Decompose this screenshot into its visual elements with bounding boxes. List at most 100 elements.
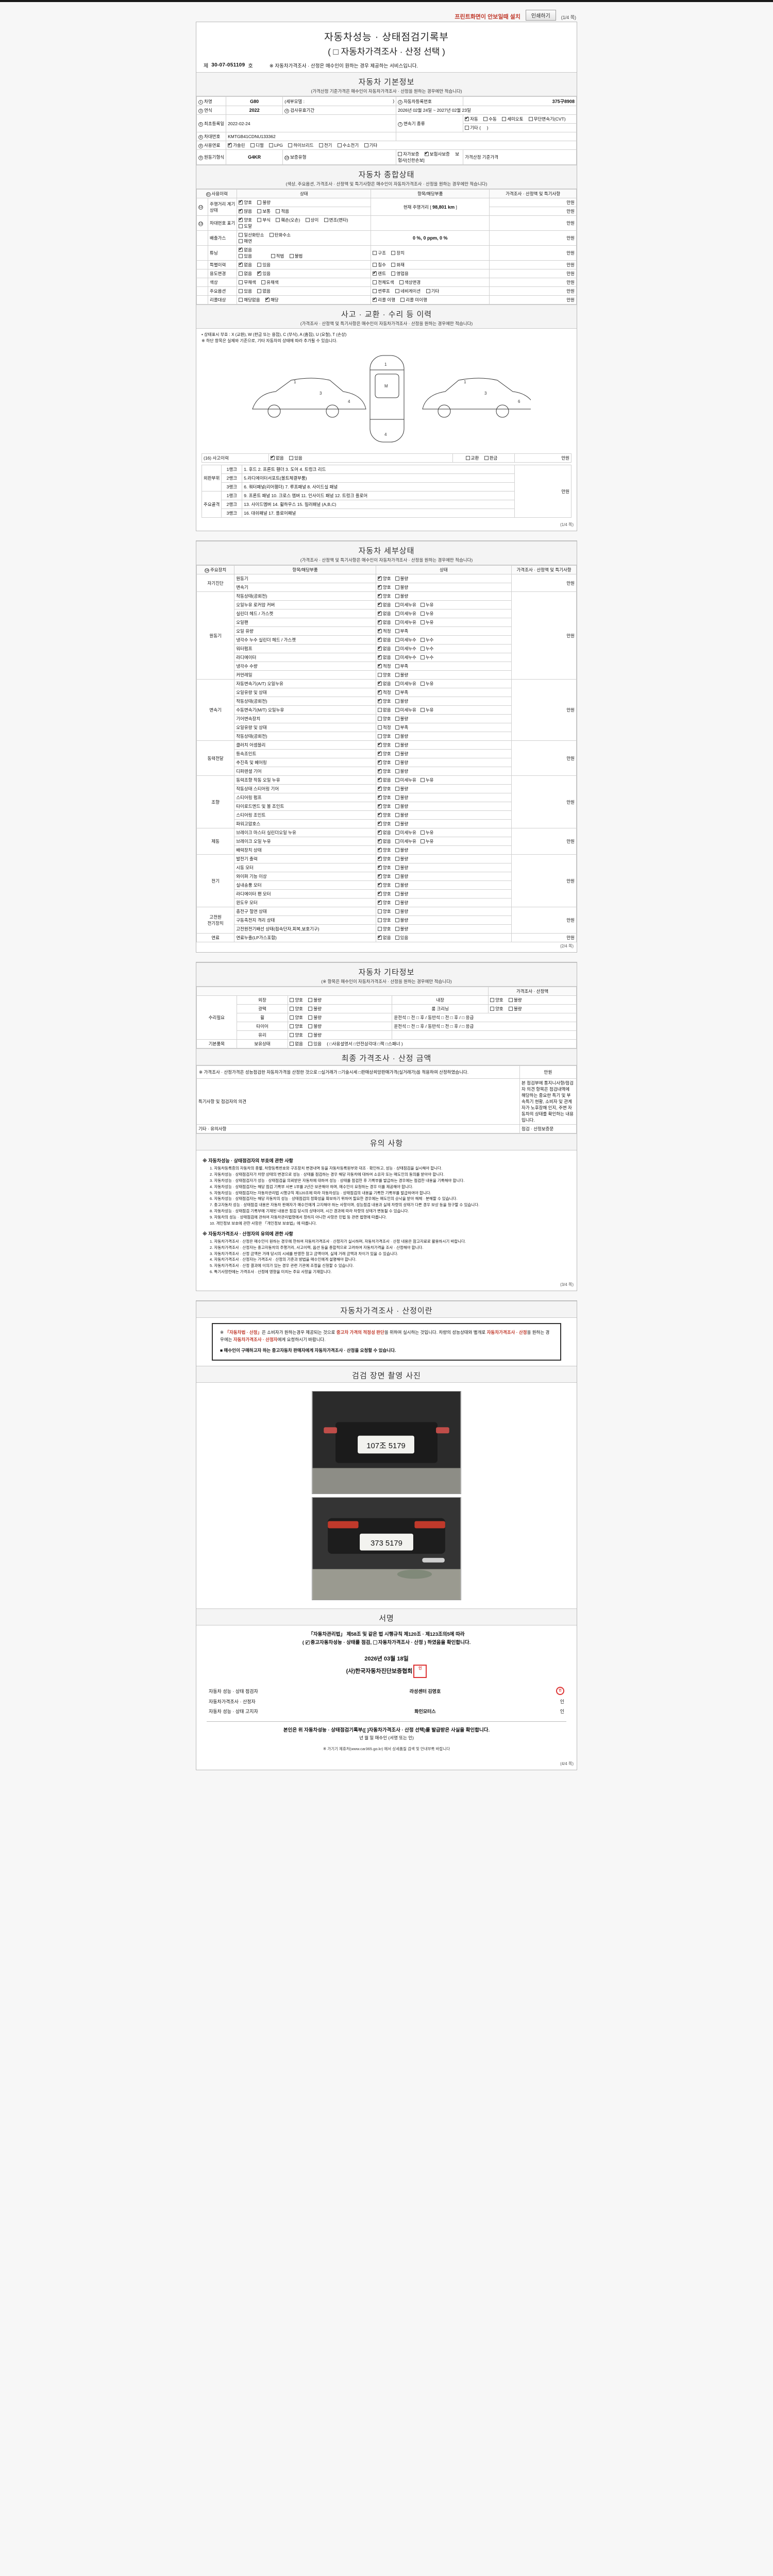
checkbox-icon[interactable] — [395, 769, 399, 773]
checkbox-icon[interactable] — [395, 612, 399, 616]
detail-option-미세누유[interactable]: 미세누유 — [395, 619, 416, 625]
checkbox-icon[interactable] — [239, 233, 243, 237]
detail-option-양호[interactable]: 양호 — [377, 917, 391, 923]
checkbox-icon[interactable] — [395, 839, 399, 843]
checkbox-icon[interactable] — [373, 1640, 377, 1645]
recall-done[interactable]: 리콜 이행 — [373, 296, 395, 303]
detail-option-양호[interactable]: 양호 — [377, 672, 391, 678]
detail-option-양호[interactable]: 양호 — [377, 908, 391, 914]
fuel-option-hybrid[interactable]: 하이브리드 — [288, 142, 313, 148]
checkbox-icon[interactable] — [508, 998, 513, 1002]
fuel-option-other[interactable]: 기타 — [364, 142, 377, 148]
checkbox-icon[interactable] — [276, 209, 280, 213]
checkbox-icon[interactable] — [377, 864, 382, 870]
checkbox-icon[interactable] — [377, 619, 382, 624]
checkbox-icon[interactable] — [377, 725, 382, 730]
checkbox-icon[interactable] — [391, 272, 396, 276]
checkbox-icon[interactable] — [420, 778, 425, 782]
wheel-positions[interactable]: 운전석 □ 전 □ 후 / 동반석 □ 전 □ 후 / □ 응급 — [392, 1013, 577, 1022]
checkbox-icon[interactable] — [377, 680, 382, 686]
checkbox-icon[interactable] — [490, 1007, 494, 1011]
warranty-option-self[interactable]: 자가보증 — [398, 151, 419, 157]
detail-option-없음[interactable]: 없음 — [377, 829, 391, 836]
checkbox-icon[interactable] — [395, 647, 399, 651]
detail-option-없음[interactable]: 없음 — [377, 838, 391, 844]
checkbox-icon[interactable] — [373, 270, 377, 276]
special-yes[interactable]: 있음 — [257, 262, 271, 268]
detail-option-불량[interactable]: 불량 — [395, 882, 408, 888]
trans-option-cvt[interactable]: 무단변속기(CVT) — [528, 116, 566, 122]
detail-option-적정[interactable]: 적정 — [377, 628, 391, 634]
tire-positions[interactable]: 운전석 □ 전 □ 후 / 동반석 □ 전 □ 후 / □ 응급 — [392, 1022, 577, 1031]
checkbox-icon[interactable] — [373, 263, 377, 267]
detail-option-누유[interactable]: 누유 — [420, 602, 433, 608]
detail-option-불량[interactable]: 불량 — [395, 716, 408, 722]
usage-change-none[interactable]: 없음 — [239, 270, 252, 277]
detail-option-불량[interactable]: 불량 — [395, 759, 408, 766]
checkbox-icon[interactable] — [395, 682, 399, 686]
checkbox-icon[interactable] — [377, 698, 382, 703]
checkbox-icon[interactable] — [395, 795, 399, 800]
checkbox-icon[interactable] — [395, 734, 399, 738]
checkbox-icon[interactable] — [395, 804, 399, 808]
detail-option-없음[interactable]: 없음 — [377, 934, 391, 941]
checkbox-icon[interactable] — [373, 289, 377, 293]
checkbox-icon[interactable] — [395, 936, 399, 940]
detail-option-불량[interactable]: 불량 — [395, 698, 408, 704]
detail-option-양호[interactable]: 양호 — [377, 794, 391, 801]
detail-option-양호[interactable]: 양호 — [377, 768, 391, 774]
checkbox-icon[interactable] — [250, 143, 255, 147]
detail-option-양호[interactable]: 양호 — [377, 785, 391, 792]
checkbox-icon[interactable] — [261, 280, 266, 284]
checkbox-icon[interactable] — [377, 927, 382, 931]
fuel-option-gasoline[interactable]: 가솔린 — [228, 142, 245, 148]
detail-option-양호[interactable]: 양호 — [377, 864, 391, 871]
checkbox-icon[interactable] — [308, 1015, 313, 1020]
checkbox-icon[interactable] — [391, 251, 396, 255]
checkbox-icon[interactable] — [239, 239, 243, 243]
detail-option-양호[interactable]: 양호 — [377, 698, 391, 704]
fuel-option-electric[interactable]: 전기 — [318, 142, 332, 148]
detail-option-불량[interactable]: 불량 — [395, 672, 408, 678]
detail-option-불량[interactable]: 불량 — [395, 575, 408, 582]
special-fire[interactable]: 화재 — [391, 262, 405, 268]
checkbox-icon[interactable] — [395, 927, 399, 931]
checkbox-icon[interactable] — [483, 117, 488, 121]
detail-option-불량[interactable]: 불량 — [395, 812, 408, 818]
usage-rent[interactable]: 렌트 — [373, 270, 386, 277]
checkbox-icon[interactable] — [377, 838, 382, 843]
detail-option-양호[interactable]: 양호 — [377, 592, 391, 599]
usage-business[interactable]: 영업용 — [391, 270, 409, 277]
emis-smoke[interactable]: 매연 — [239, 238, 252, 244]
checkbox-icon[interactable] — [395, 673, 399, 677]
checkbox-icon[interactable] — [257, 209, 262, 213]
checkbox-icon[interactable] — [395, 857, 399, 861]
checkbox-icon[interactable] — [395, 638, 399, 642]
trans-option-auto[interactable]: 자동 — [465, 115, 478, 122]
special-none[interactable]: 없음 — [239, 261, 252, 268]
checkbox-icon[interactable] — [305, 1639, 310, 1647]
checkbox-icon[interactable] — [377, 776, 382, 782]
option-other[interactable]: 기타 — [426, 288, 439, 294]
checkbox-icon[interactable] — [377, 855, 382, 861]
detail-option-미세누유[interactable]: 미세누유 — [395, 611, 416, 617]
odo-state-bad[interactable]: 불량 — [257, 199, 271, 206]
checkbox-icon[interactable] — [400, 298, 405, 302]
detail-option-없음[interactable]: 없음 — [377, 601, 391, 608]
checkbox-icon[interactable] — [424, 150, 429, 156]
checkbox-icon[interactable] — [373, 280, 377, 284]
detail-option-양호[interactable]: 양호 — [377, 890, 391, 897]
checkbox-icon[interactable] — [377, 689, 382, 694]
checkbox-icon[interactable] — [395, 883, 399, 887]
checkbox-icon[interactable] — [377, 829, 382, 835]
detail-option-불량[interactable]: 불량 — [395, 751, 408, 757]
checkbox-icon[interactable] — [288, 143, 293, 147]
checkbox-icon[interactable] — [395, 822, 399, 826]
checkbox-icon[interactable] — [290, 1033, 294, 1037]
detail-option-불량[interactable]: 불량 — [395, 584, 408, 590]
checkbox-icon[interactable] — [373, 296, 377, 302]
checkbox-icon[interactable] — [377, 601, 382, 607]
color-changed[interactable]: 색상변경 — [399, 279, 421, 285]
interior-good[interactable]: 양호 — [490, 997, 503, 1003]
checkbox-icon[interactable] — [377, 750, 382, 756]
